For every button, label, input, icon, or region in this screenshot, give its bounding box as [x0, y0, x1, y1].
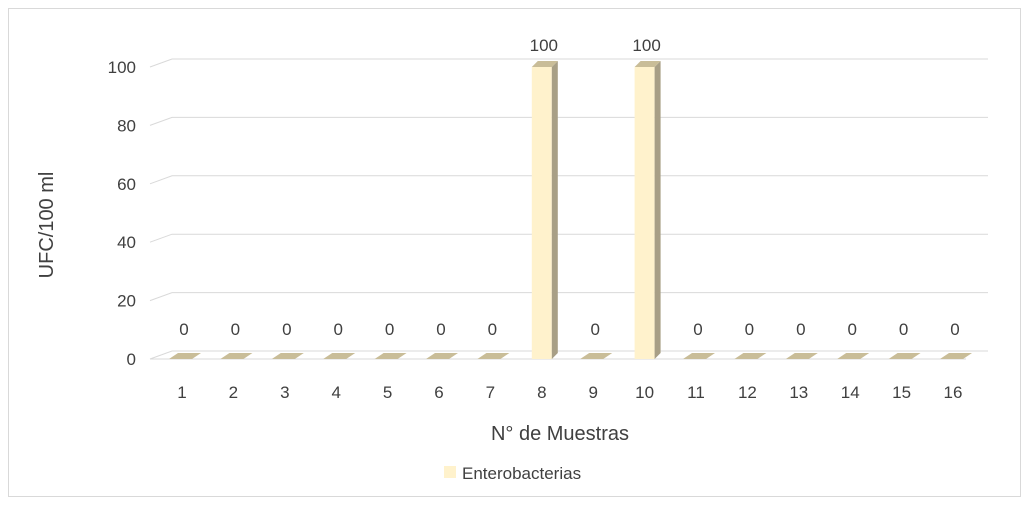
gridline — [149, 175, 988, 185]
gridline — [149, 292, 988, 302]
data-label: 0 — [282, 320, 291, 339]
data-label: 0 — [385, 320, 394, 339]
data-labels: 0 0 0 0 0 0 0 100 0 100 0 0 0 0 0 0 — [179, 36, 959, 339]
x-tick-label: 7 — [486, 383, 495, 402]
bar — [837, 353, 870, 359]
bar — [734, 353, 767, 359]
bar — [477, 353, 510, 359]
data-label: 0 — [693, 320, 702, 339]
bar-top — [634, 61, 661, 67]
y-axis-ticks: 0 20 40 60 80 100 — [108, 58, 136, 369]
x-tick-label: 15 — [892, 383, 911, 402]
bar — [580, 353, 613, 359]
gridline — [149, 350, 988, 360]
x-tick-label: 16 — [944, 383, 963, 402]
y-tick-label: 0 — [127, 350, 136, 369]
bar — [940, 353, 972, 359]
bar — [888, 353, 921, 359]
y-tick-label: 100 — [108, 58, 136, 77]
data-label: 0 — [950, 320, 959, 339]
bar — [531, 67, 552, 359]
y-tick-label: 60 — [117, 175, 136, 194]
x-axis-title: N° de Muestras — [491, 423, 629, 445]
x-tick-label: 13 — [789, 383, 808, 402]
gridline — [149, 116, 988, 126]
bar — [271, 353, 304, 359]
data-label: 0 — [899, 320, 908, 339]
chart-area — [8, 8, 1021, 497]
x-tick-label: 3 — [280, 383, 289, 402]
bar — [323, 353, 356, 359]
data-label: 0 — [179, 320, 188, 339]
x-tick-label: 6 — [434, 383, 443, 402]
bar — [785, 353, 818, 359]
bar — [683, 353, 715, 359]
x-tick-label: 1 — [177, 383, 186, 402]
bar — [634, 67, 655, 359]
gridline — [149, 233, 988, 243]
bar-top — [531, 61, 558, 67]
data-label: 0 — [436, 320, 445, 339]
data-label: 0 — [590, 320, 599, 339]
bar — [374, 353, 407, 359]
data-label: 0 — [488, 320, 497, 339]
data-label: 0 — [796, 320, 805, 339]
data-label: 0 — [231, 320, 240, 339]
data-label: 100 — [530, 36, 558, 55]
bar — [220, 353, 253, 359]
bar — [426, 353, 458, 359]
bar-side — [654, 61, 661, 359]
data-label: 0 — [847, 320, 856, 339]
x-axis-ticks: 1 2 3 4 5 6 7 8 9 10 11 12 13 14 15 16 — [177, 383, 962, 402]
x-tick-label: 12 — [738, 383, 757, 402]
data-label: 0 — [745, 320, 754, 339]
x-tick-label: 10 — [635, 383, 654, 402]
gridline — [149, 58, 988, 68]
legend-swatch — [444, 466, 456, 478]
x-tick-label: 9 — [588, 383, 597, 402]
y-tick-label: 20 — [117, 292, 136, 311]
y-axis-title: UFC/100 ml — [36, 172, 58, 279]
legend-label: Enterobacterias — [462, 464, 581, 483]
x-tick-label: 4 — [331, 383, 340, 402]
gridlines — [149, 58, 988, 360]
bars — [169, 61, 972, 359]
data-label: 100 — [632, 36, 660, 55]
x-tick-label: 11 — [687, 383, 705, 402]
y-tick-label: 40 — [117, 233, 136, 252]
legend: Enterobacterias — [444, 464, 581, 483]
bar — [169, 353, 201, 359]
x-tick-label: 8 — [537, 383, 546, 402]
y-tick-label: 80 — [117, 116, 136, 135]
data-label: 0 — [333, 320, 342, 339]
x-tick-label: 5 — [383, 383, 392, 402]
x-tick-label: 2 — [229, 383, 238, 402]
x-tick-label: 14 — [841, 383, 860, 402]
bar-side — [551, 61, 558, 359]
